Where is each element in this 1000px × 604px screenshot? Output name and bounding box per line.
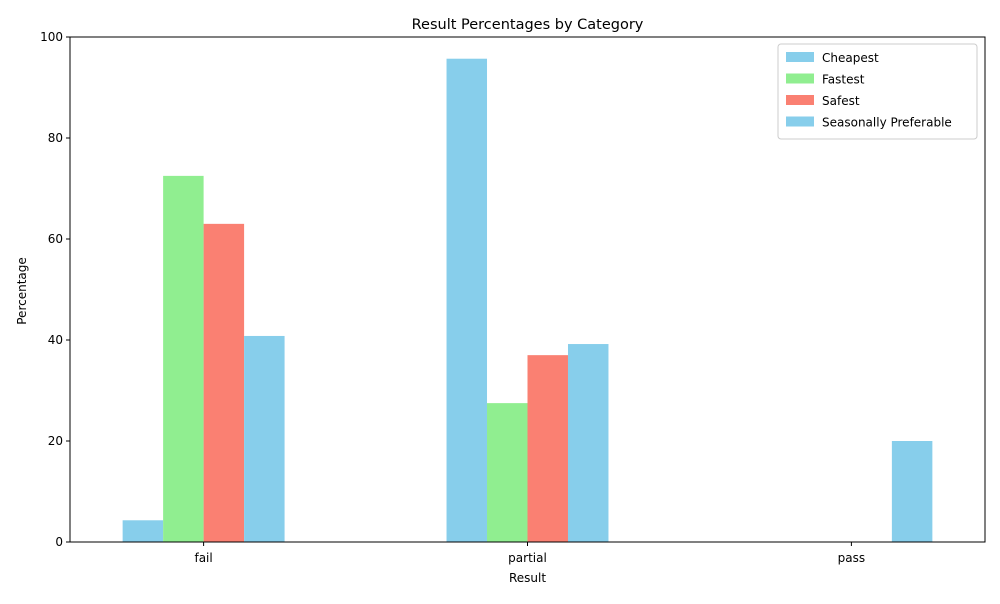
bar-fastest-fail xyxy=(163,175,204,542)
legend-box xyxy=(777,43,978,140)
y-tick-label: 20 xyxy=(48,434,63,448)
y-ticks-group: 0 20 40 60 80 100 xyxy=(40,30,70,549)
bar-fastest-partial xyxy=(487,403,528,542)
bar-seasonally-preferable-fail xyxy=(244,335,285,542)
bar-seasonally-preferable-partial xyxy=(567,344,609,542)
x-tick-label: partial xyxy=(508,551,547,565)
y-tick-label: 60 xyxy=(48,232,63,246)
y-tick-label: 80 xyxy=(48,131,63,145)
y-tick-label: 40 xyxy=(48,333,63,347)
legend-swatch xyxy=(786,116,814,127)
legend-label: Fastest xyxy=(822,73,865,87)
bar-safest-partial xyxy=(527,355,568,542)
x-tick-label: fail xyxy=(194,551,212,565)
x-ticks-group: fail partial pass xyxy=(194,542,865,565)
y-tick-label: 0 xyxy=(55,535,63,549)
chart-title: Result Percentages by Category xyxy=(412,17,644,33)
y-tick-label: 100 xyxy=(40,30,63,44)
bar-safest-fail xyxy=(203,223,245,542)
legend-swatch xyxy=(786,73,814,84)
x-tick-label: pass xyxy=(838,551,865,565)
bar-seasonally-preferable-pass xyxy=(891,441,933,542)
y-axis-label: Percentage xyxy=(15,257,29,325)
legend-label: Safest xyxy=(822,94,860,108)
legend-swatch xyxy=(786,52,814,62)
bars-group xyxy=(122,58,933,543)
legend-swatch xyxy=(786,95,814,105)
x-axis-label: Result xyxy=(509,571,546,585)
legend-label: Cheapest xyxy=(822,51,879,65)
bar-cheapest-fail xyxy=(122,520,164,542)
legend: Cheapest Fastest Safest Seasonally Preferab… xyxy=(777,43,978,140)
legend-label: Seasonally Preferable xyxy=(822,116,952,130)
bar-cheapest-partial xyxy=(446,58,488,543)
